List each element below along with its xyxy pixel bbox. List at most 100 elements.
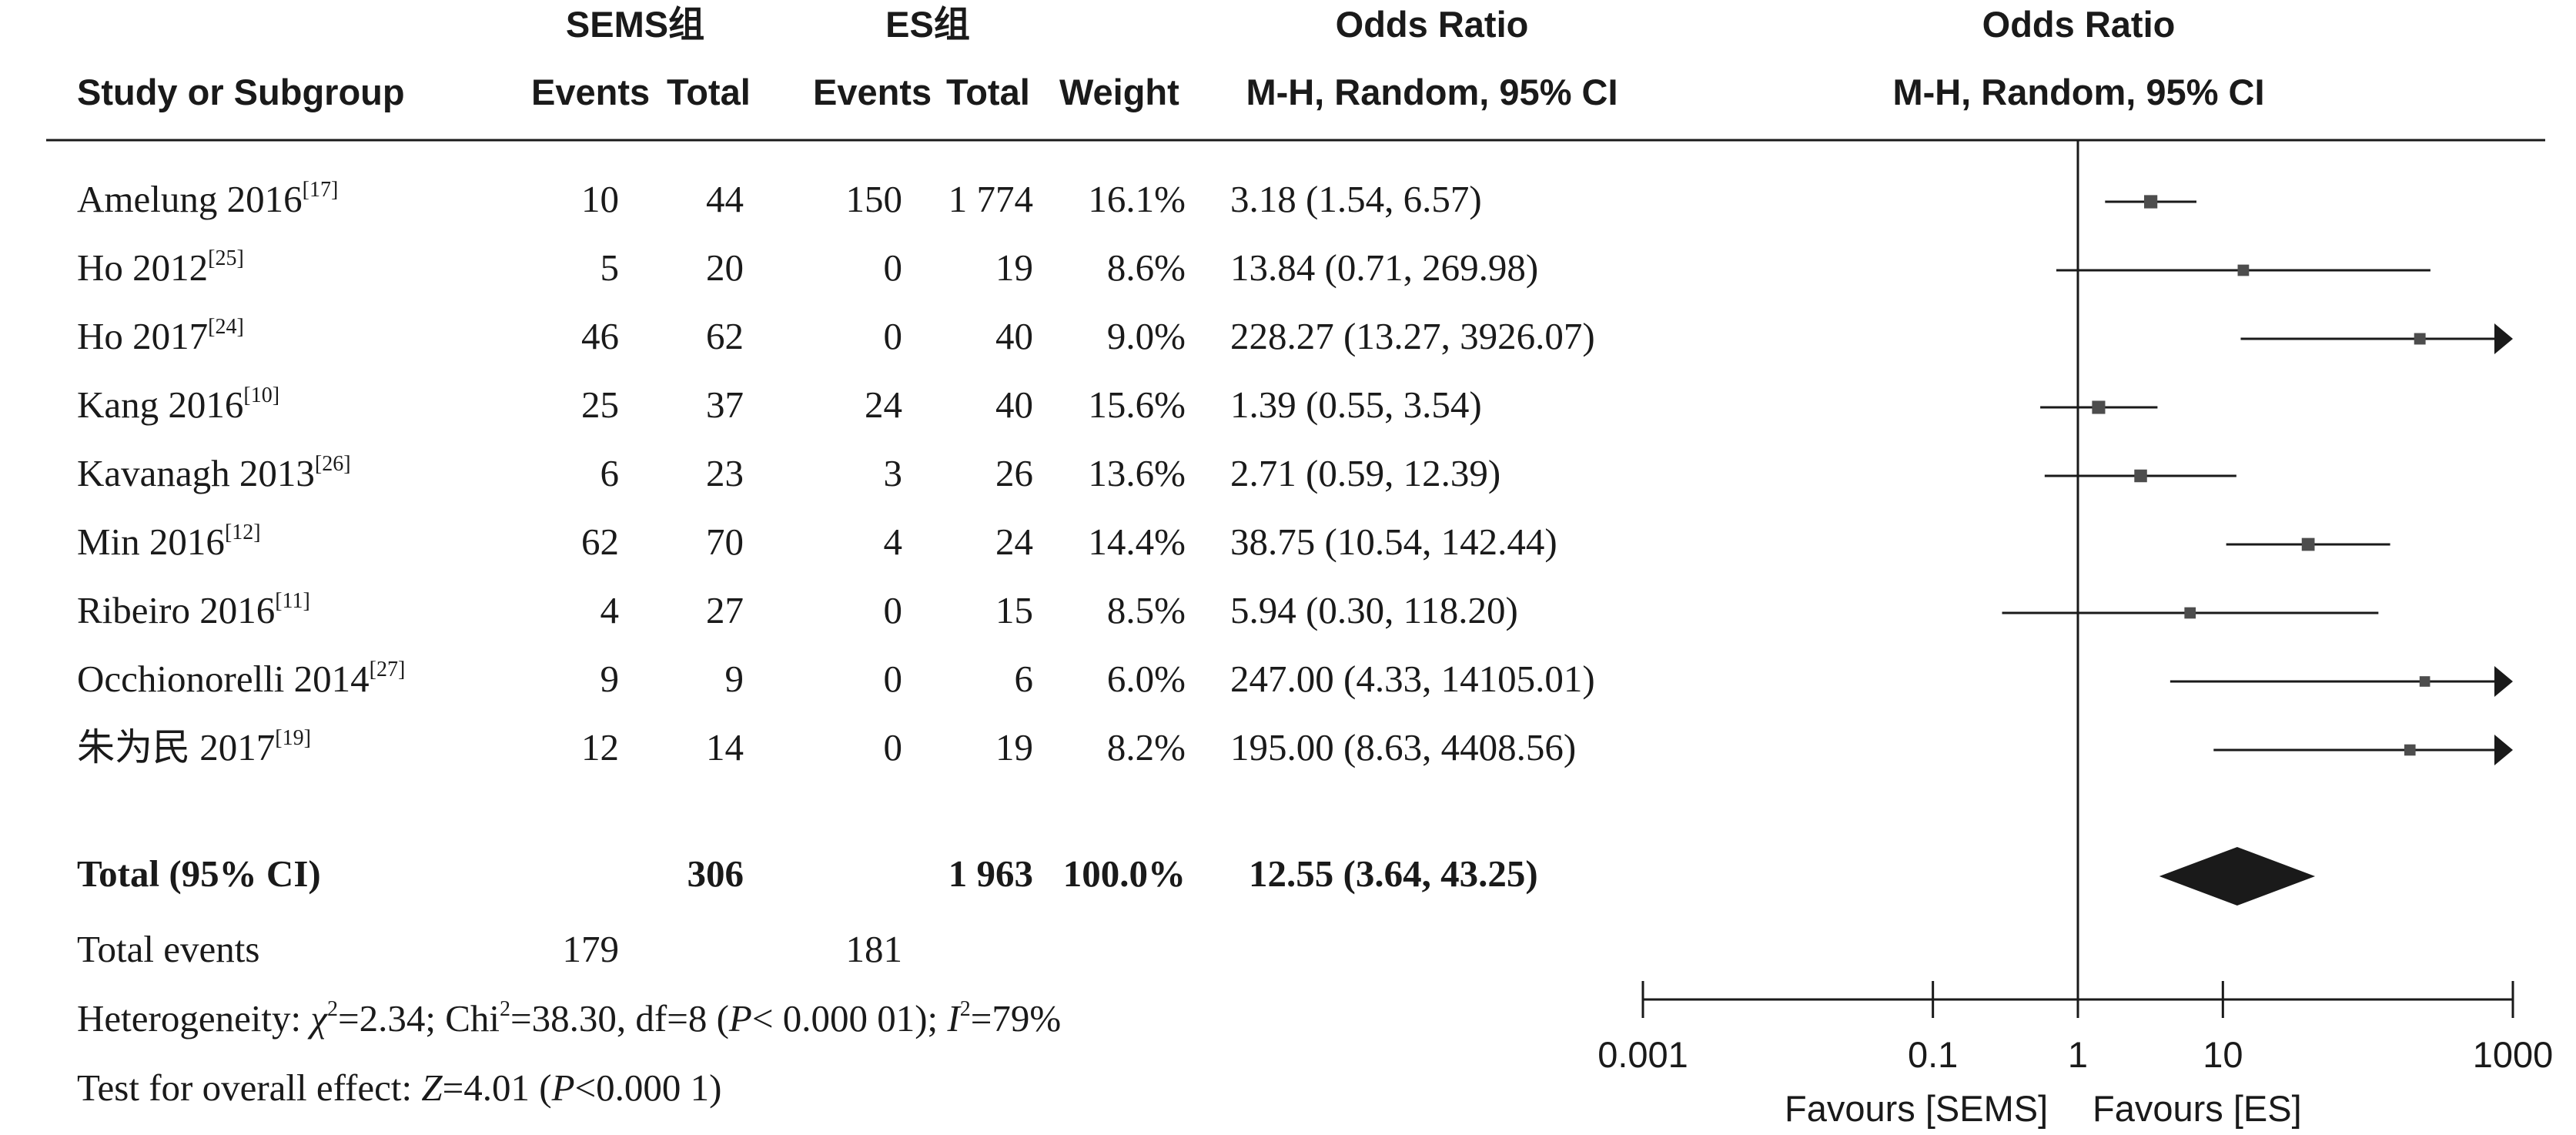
- total-n1: 306: [687, 852, 744, 895]
- study-events-2: 0: [883, 589, 903, 631]
- header-plot-title: Odds Ratio: [1982, 4, 2176, 45]
- study-ci: 38.75 (10.54, 142.44): [1230, 521, 1557, 563]
- study-ci: 228.27 (13.27, 3926.07): [1230, 315, 1595, 357]
- study-total-1: 44: [706, 178, 744, 220]
- ci-arrow: [2494, 666, 2513, 697]
- study-name: Amelung 2016[17]: [77, 178, 339, 220]
- study-name-text: Amelung 2016: [77, 178, 303, 220]
- ci-arrow: [2494, 323, 2513, 354]
- study-reference: [25]: [208, 246, 244, 270]
- study-total-2: 19: [995, 246, 1033, 289]
- header-or-method: M-H, Random, 95% CI: [1246, 72, 1618, 112]
- total-events-e1: 179: [562, 928, 620, 970]
- study-marker: [2134, 469, 2147, 483]
- total-events-label: Total events: [77, 928, 260, 970]
- study-events-1: 25: [581, 383, 619, 426]
- study-events-1: 4: [600, 589, 620, 631]
- study-name-text: Min 2016: [77, 521, 225, 563]
- study-total-2: 40: [995, 383, 1033, 426]
- header-weight: Weight: [1059, 72, 1179, 112]
- study-reference: [17]: [302, 178, 339, 202]
- study-events-1: 12: [581, 726, 619, 768]
- axis-tick-label: 0.001: [1597, 1034, 1688, 1075]
- study-events-2: 0: [883, 315, 903, 357]
- study-weight: 6.0%: [1106, 658, 1186, 700]
- study-weight: 15.6%: [1088, 383, 1186, 426]
- study-ci: 5.94 (0.30, 118.20): [1230, 589, 1518, 631]
- header-events-2: Events: [813, 72, 932, 112]
- study-reference: [19]: [275, 726, 311, 750]
- header-group1: SEMS组: [565, 4, 705, 45]
- study-total-2: 40: [995, 315, 1033, 357]
- study-marker: [2404, 744, 2416, 756]
- study-ci: 1.39 (0.55, 3.54): [1230, 383, 1482, 426]
- study-reference: [27]: [369, 658, 406, 681]
- study-events-1: 6: [600, 452, 620, 494]
- study-marker: [2301, 537, 2315, 551]
- favours-right-label: Favours [ES]: [2093, 1088, 2302, 1129]
- study-reference: [24]: [208, 315, 244, 339]
- study-ci: 13.84 (0.71, 269.98): [1230, 246, 1539, 289]
- study-marker: [2144, 195, 2158, 209]
- study-weight: 8.6%: [1106, 246, 1186, 289]
- total-n2: 1 963: [948, 852, 1033, 895]
- total-ci: 12.55 (3.64, 43.25): [1249, 852, 1538, 895]
- study-total-1: 62: [706, 315, 744, 357]
- study-total-1: 23: [706, 452, 744, 494]
- study-weight: 16.1%: [1088, 178, 1186, 220]
- study-marker: [2237, 264, 2250, 276]
- header-total-2: Total: [946, 72, 1030, 112]
- study-events-1: 9: [600, 658, 620, 700]
- study-reference: [10]: [243, 383, 280, 407]
- study-events-1: 62: [581, 521, 619, 563]
- study-events-1: 5: [600, 246, 620, 289]
- axis-tick-label: 0.1: [1907, 1034, 1959, 1075]
- study-ci: 2.71 (0.59, 12.39): [1230, 452, 1501, 494]
- header-or-title: Odds Ratio: [1335, 4, 1529, 45]
- study-total-1: 14: [706, 726, 744, 768]
- axis-tick-label: 10: [2203, 1034, 2243, 1075]
- header-group2: ES组: [885, 4, 970, 45]
- heterogeneity-text: Heterogeneity: χ2=2.34; Chi2=38.30, df=8…: [77, 997, 1062, 1040]
- study-name: Min 2016[12]: [77, 521, 261, 563]
- study-events-2: 24: [865, 383, 902, 426]
- study-name: Kavanagh 2013[26]: [77, 454, 351, 493]
- axis-tick-label: 1: [2067, 1034, 2089, 1075]
- study-name: Ribeiro 2016[11]: [77, 589, 310, 630]
- total-events-e2: 181: [845, 928, 903, 970]
- study-marker: [2419, 676, 2430, 687]
- study-marker: [2184, 607, 2196, 619]
- study-events-2: 0: [883, 246, 903, 289]
- study-ci: 195.00 (8.63, 4408.56): [1230, 726, 1577, 768]
- study-total-2: 26: [995, 452, 1033, 494]
- study-marker: [2092, 400, 2106, 414]
- header-events-1: Events: [531, 72, 651, 112]
- study-weight: 14.4%: [1088, 521, 1186, 563]
- study-name: Ho 2012[25]: [77, 246, 244, 287]
- study-name-text: Occhionorelli 2014: [77, 658, 370, 700]
- study-weight: 8.2%: [1106, 726, 1186, 768]
- study-name-text: 朱为民 2017: [77, 726, 276, 768]
- study-ci: 247.00 (4.33, 14105.01): [1230, 658, 1595, 700]
- study-events-2: 0: [883, 726, 903, 768]
- summary-diamond: [2159, 847, 2316, 906]
- study-total-1: 9: [724, 658, 744, 700]
- study-total-1: 37: [706, 383, 744, 426]
- study-events-2: 3: [883, 452, 903, 494]
- study-events-2: 4: [883, 521, 903, 563]
- study-reference: [11]: [275, 589, 310, 613]
- header-plot-method: M-H, Random, 95% CI: [1892, 72, 2265, 112]
- study-events-2: 0: [883, 658, 903, 700]
- study-name: Occhionorelli 2014[27]: [77, 658, 406, 700]
- study-name: Kang 2016[10]: [77, 383, 280, 426]
- ci-arrow: [2494, 735, 2513, 765]
- study-name-text: Kang 2016: [77, 383, 244, 426]
- study-name: 朱为民 2017[19]: [77, 726, 311, 768]
- study-name-text: Ho 2017: [77, 315, 209, 357]
- study-events-2: 150: [845, 178, 903, 220]
- total-weight: 100.0%: [1062, 852, 1186, 895]
- study-total-2: 1 774: [948, 178, 1033, 220]
- study-marker: [2414, 333, 2426, 345]
- total-label: Total (95% CI): [77, 852, 321, 895]
